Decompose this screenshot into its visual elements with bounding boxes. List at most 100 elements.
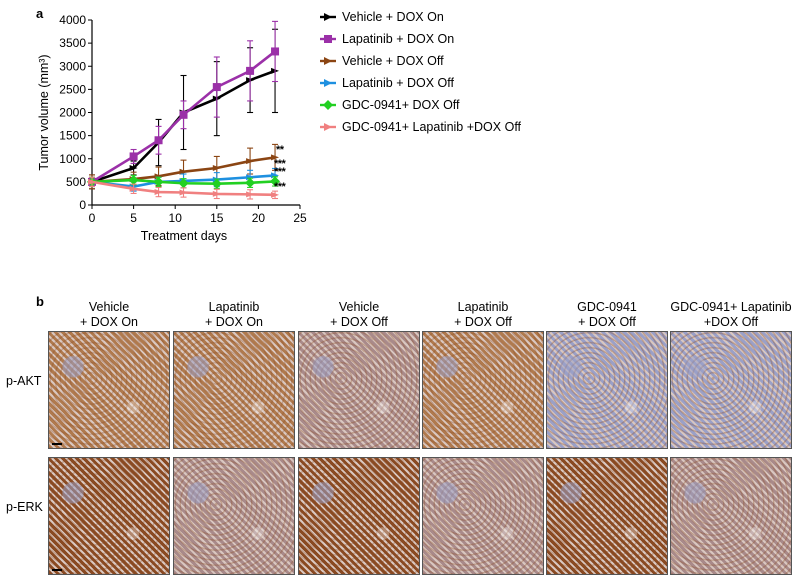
ihc-image-tile [48, 331, 170, 449]
data-point [88, 178, 96, 185]
legend-swatch-icon [320, 10, 336, 24]
column-header-line: +DOX Off [703, 315, 759, 329]
legend-label: Lapatinib + DOX On [342, 32, 455, 46]
x-tick-label: 0 [89, 211, 96, 225]
y-tick-label: 2500 [59, 82, 86, 96]
data-point [246, 158, 255, 165]
data-point [153, 176, 164, 187]
legend-item: Lapatinib + DOX On [320, 28, 521, 50]
ihc-image-tile [298, 457, 420, 575]
legend-item: Vehicle + DOX Off [320, 50, 521, 72]
x-tick-label: 5 [130, 211, 137, 225]
y-tick-label: 1000 [59, 152, 86, 166]
legend-marker-icon [320, 100, 336, 110]
data-point [129, 185, 138, 192]
column-header-line: + DOX On [204, 315, 263, 329]
column-header-line: Lapatinib [457, 300, 509, 314]
panel-b-label: b [36, 294, 44, 309]
data-point [211, 178, 222, 189]
column-header-line: + DOX Off [454, 315, 512, 329]
column-header-line: GDC-0941 [577, 300, 637, 314]
panel-a-label: a [36, 6, 44, 21]
data-point [246, 191, 255, 198]
data-point [129, 152, 138, 161]
data-point [179, 189, 188, 196]
column-header-line: + DOX On [79, 315, 138, 329]
ihc-image-tile [670, 331, 792, 449]
column-header: Vehicle + DOX Off [297, 300, 421, 330]
column-header: GDC-0941+ Lapatinib +DOX Off [669, 300, 793, 330]
data-point [154, 173, 163, 180]
legend-item: GDC-0941+ DOX Off [320, 94, 521, 116]
data-point [154, 136, 163, 145]
column-header-line: Vehicle [88, 300, 130, 314]
data-point [271, 154, 280, 161]
data-point [178, 178, 189, 189]
column-header: GDC-0941 + DOX Off [545, 300, 669, 330]
ihc-image-tile [422, 457, 544, 575]
x-tick-label: 20 [252, 211, 266, 225]
legend-item: Vehicle + DOX On [320, 6, 521, 28]
column-header-line: GDC-0941+ Lapatinib [670, 300, 792, 314]
data-point [212, 190, 221, 197]
significance-label: *** [274, 181, 286, 193]
data-point [271, 47, 280, 56]
y-tick-label: 2000 [59, 106, 86, 120]
ihc-image-tile [422, 331, 544, 449]
legend-marker-icon [320, 123, 336, 131]
significance-label: *** [274, 166, 286, 178]
row-label: p-ERK [6, 500, 43, 514]
column-header-line: Lapatinib [208, 300, 260, 314]
y-tick-label: 1500 [59, 129, 86, 143]
y-tick-label: 500 [66, 175, 86, 189]
ihc-image-tile [298, 331, 420, 449]
row-label: p-AKT [6, 374, 42, 388]
ihc-image-tile [546, 331, 668, 449]
data-point [212, 83, 221, 92]
data-point [154, 189, 163, 196]
x-tick-label: 15 [210, 211, 224, 225]
legend-swatch-icon [320, 98, 336, 112]
legend-item: Lapatinib + DOX Off [320, 72, 521, 94]
legend-swatch-icon [320, 76, 336, 90]
legend-marker-icon [320, 13, 336, 21]
column-header: Lapatinib + DOX Off [421, 300, 545, 330]
column-header-line: Vehicle [338, 300, 380, 314]
ihc-image-tile [670, 457, 792, 575]
y-tick-label: 0 [79, 198, 86, 212]
legend-swatch-icon [320, 32, 336, 46]
data-point [246, 174, 255, 181]
legend-label: Vehicle + DOX On [342, 10, 444, 24]
ihc-image-tile [546, 457, 668, 575]
legend-marker-icon [320, 79, 336, 87]
y-tick-label: 4000 [59, 13, 86, 27]
legend-label: Lapatinib + DOX Off [342, 76, 454, 90]
column-header-line: + DOX Off [330, 315, 388, 329]
column-header-line: + DOX Off [578, 315, 636, 329]
data-point [245, 177, 256, 188]
y-tick-label: 3000 [59, 59, 86, 73]
x-axis-label: Treatment days [141, 229, 227, 243]
legend-item: GDC-0941+ Lapatinib +DOX Off [320, 116, 521, 138]
data-point [179, 168, 188, 175]
ihc-image-tile [173, 457, 295, 575]
significance-label: *** [274, 158, 286, 170]
legend-swatch-icon [320, 120, 336, 134]
tumor-volume-chart: 0 500 1000 1500 2000 2500 3000 3500 4000 0 5 10 15 20… [37, 13, 307, 243]
data-point [128, 175, 139, 186]
column-header: Lapatinib + DOX On [172, 300, 296, 330]
ihc-image-tile [173, 331, 295, 449]
data-point [270, 176, 281, 187]
x-tick-label: 25 [293, 211, 307, 225]
scale-bar [52, 443, 62, 445]
y-axis-label: Tumor volume (mm³) [37, 54, 51, 170]
x-tick-label: 10 [169, 211, 183, 225]
y-tick-label: 3500 [59, 36, 86, 50]
data-point [179, 110, 188, 119]
legend-label: GDC-0941+ Lapatinib +DOX Off [342, 120, 522, 134]
ihc-image-tile [48, 457, 170, 575]
scale-bar [52, 569, 62, 571]
legend-marker-icon [320, 57, 336, 65]
chart-legend: Vehicle + DOX On Lapatinib + DOX On Vehi… [320, 6, 521, 138]
legend-marker-icon [320, 35, 336, 43]
